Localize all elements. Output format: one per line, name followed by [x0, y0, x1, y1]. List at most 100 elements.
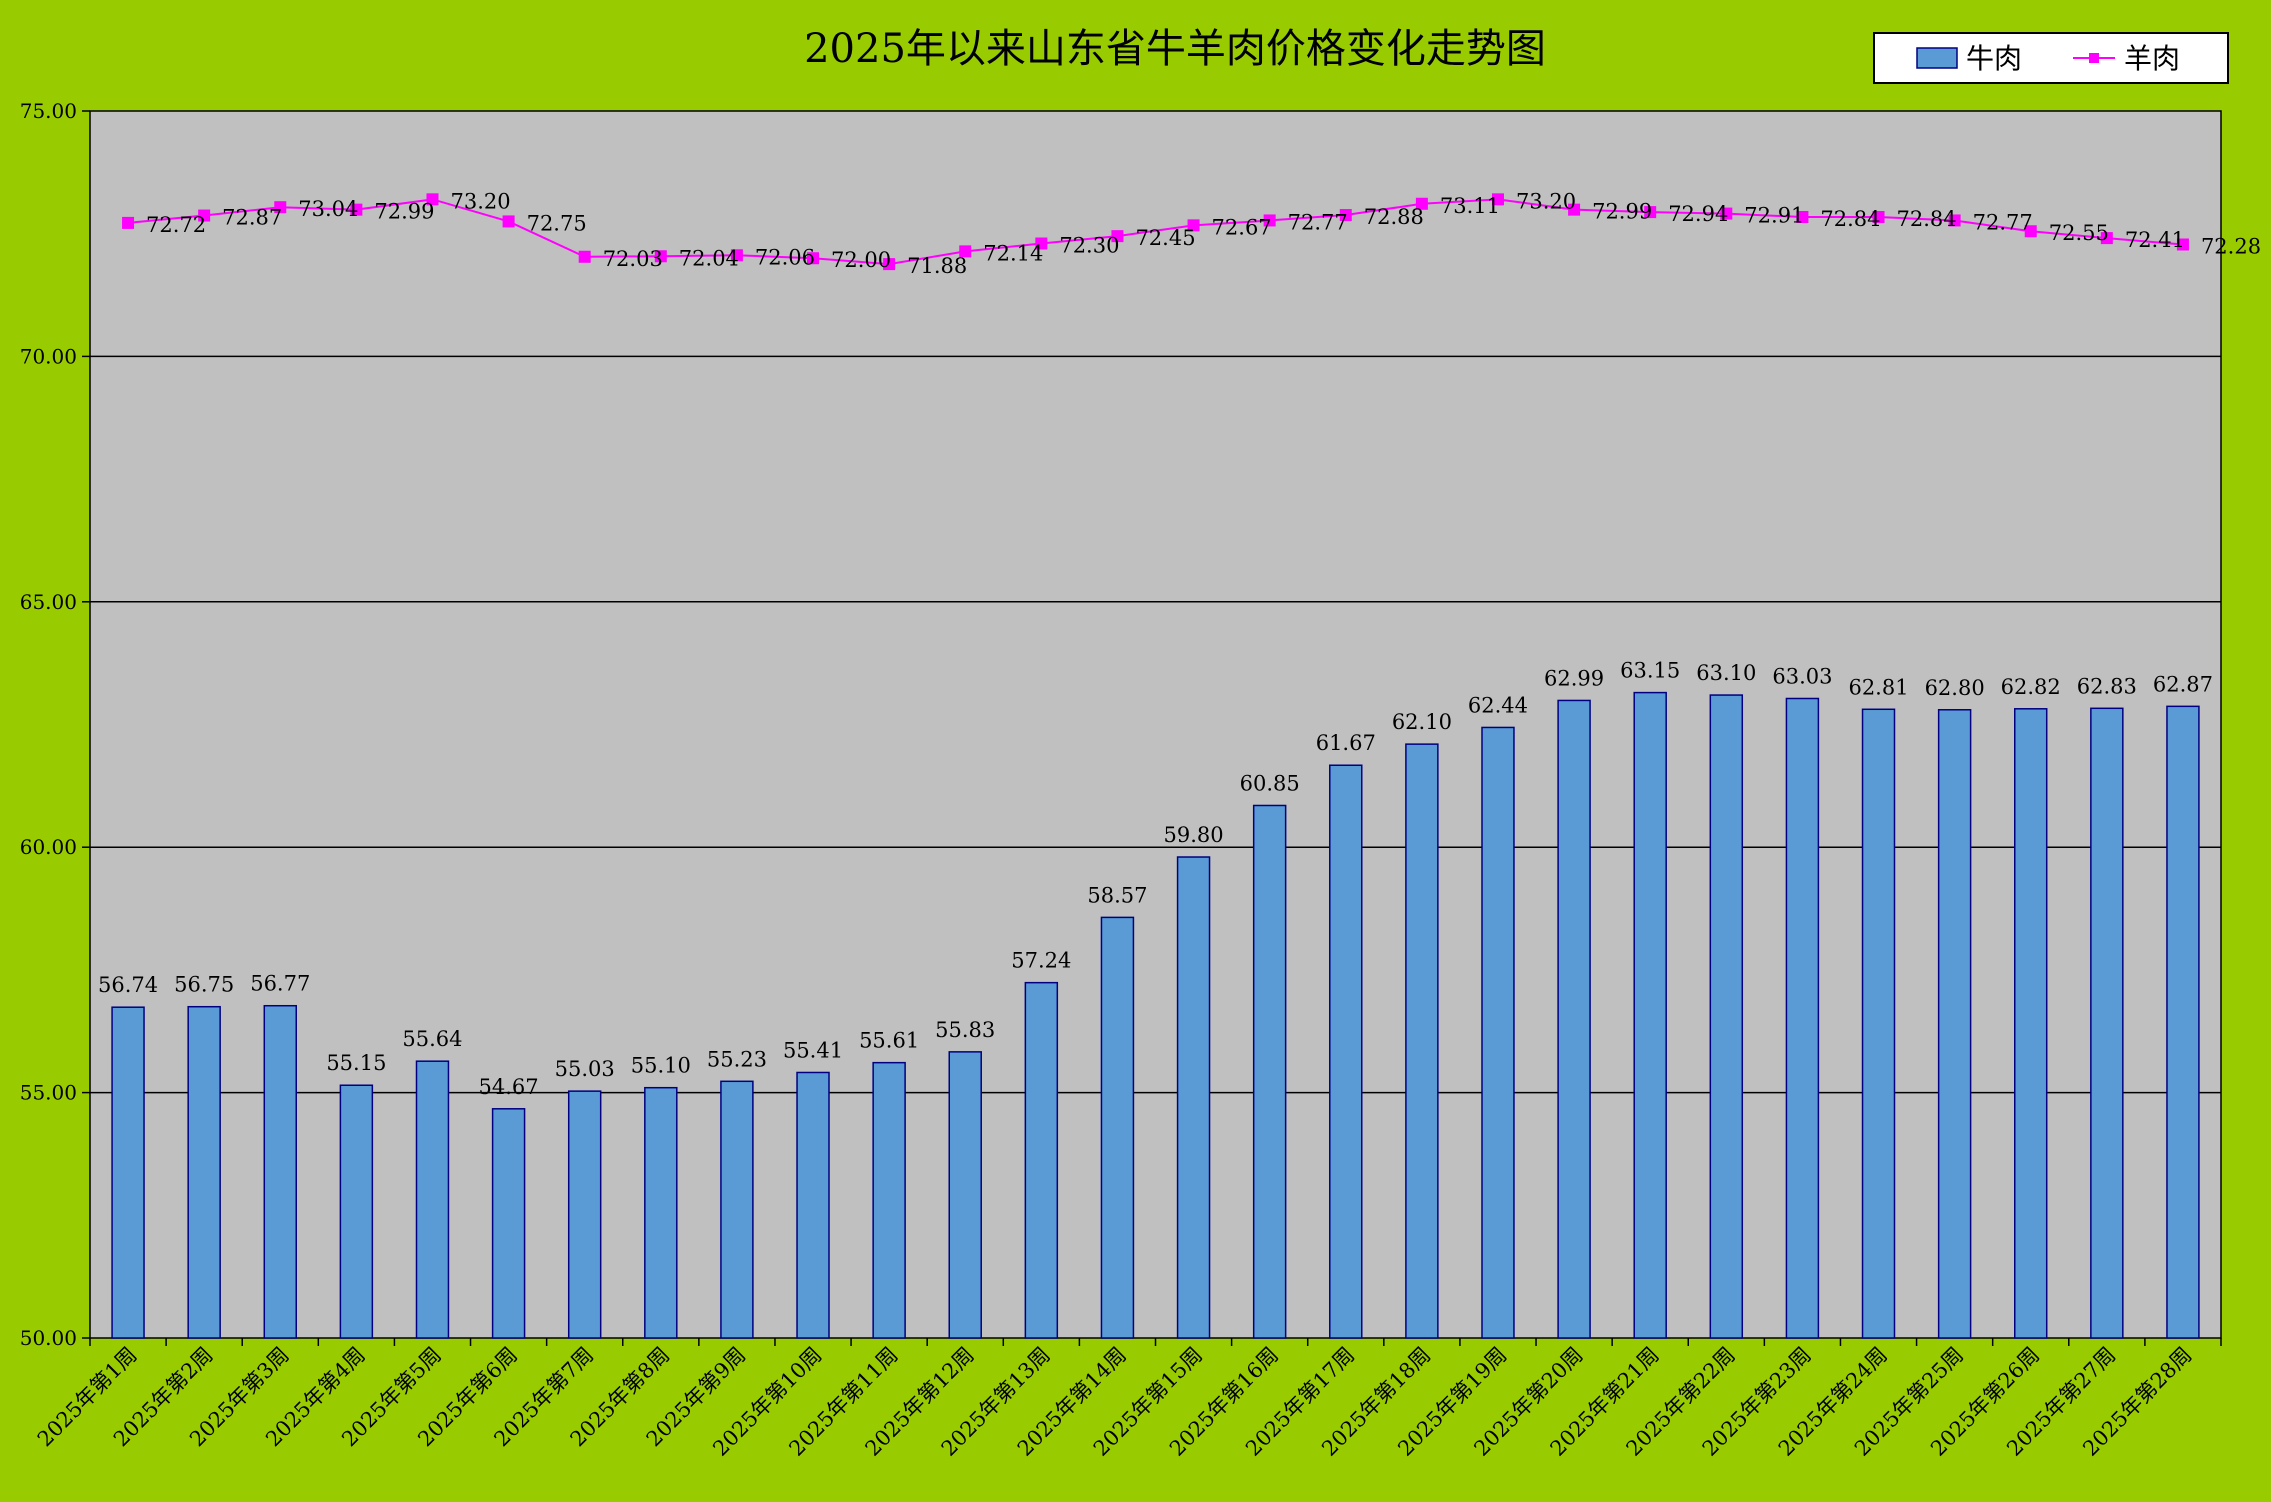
data-label-mutton: 72.04: [679, 246, 739, 270]
point-mutton: [502, 215, 515, 228]
data-label-mutton: 72.88: [1364, 205, 1424, 229]
data-label-beef: 62.87: [2153, 672, 2213, 696]
data-label-beef: 55.15: [326, 1051, 386, 1075]
point-mutton: [2024, 225, 2037, 238]
point-mutton: [807, 252, 820, 265]
point-mutton: [1568, 203, 1581, 216]
data-label-mutton: 72.41: [2125, 228, 2185, 252]
data-label-mutton: 72.67: [1212, 215, 1272, 239]
point-mutton: [274, 201, 287, 214]
bar-beef: [1176, 856, 1211, 1339]
x-axis-categories: 2025年第1周2025年第2周2025年第3周2025年第4周2025年第5周…: [33, 1343, 2197, 1461]
line-mutton: [127, 198, 2184, 266]
bar-beef: [1100, 916, 1135, 1339]
bar-beef: [644, 1086, 678, 1339]
legend-label-beef: 牛肉: [1966, 42, 2022, 75]
bar-beef: [796, 1071, 830, 1339]
data-label-beef: 54.67: [479, 1075, 539, 1099]
bar-beef: [2166, 705, 2200, 1339]
bar-beef: [1024, 981, 1059, 1339]
legend-marker-mutton: [2089, 53, 2099, 63]
data-label-mutton: 72.55: [2049, 221, 2109, 245]
bar-series-beef: [111, 691, 2200, 1339]
data-label-beef: 62.81: [1848, 675, 1908, 699]
chart-title: 2025年以来山东省牛羊肉价格变化走势图: [804, 26, 1546, 72]
data-label-beef: 62.10: [1392, 710, 1452, 734]
data-label-beef: 58.57: [1087, 883, 1147, 907]
data-label-mutton: 72.99: [374, 200, 434, 224]
data-label-beef: 55.64: [402, 1027, 462, 1051]
legend-label-mutton: 羊肉: [2124, 42, 2180, 75]
data-label-beef: 55.23: [707, 1047, 767, 1071]
y-tick-label: 70.00: [20, 344, 77, 368]
data-label-mutton: 73.11: [1440, 194, 1500, 218]
y-tick-label: 60.00: [20, 835, 77, 859]
data-label-beef: 56.77: [250, 972, 310, 996]
y-tick-label: 55.00: [20, 1081, 77, 1105]
point-mutton: [1720, 207, 1733, 220]
bar-beef: [948, 1051, 982, 1339]
bar-beef: [872, 1061, 906, 1339]
bar-beef: [2090, 707, 2124, 1339]
data-label-beef: 62.99: [1544, 666, 1604, 690]
data-label-beef: 63.03: [1772, 664, 1832, 688]
bar-beef: [1861, 708, 1896, 1339]
bar-beef: [1557, 699, 1591, 1339]
data-label-mutton: 72.06: [755, 245, 815, 269]
point-mutton: [122, 216, 135, 229]
point-mutton: [2100, 232, 2113, 245]
data-label-beef: 60.85: [1240, 771, 1300, 795]
data-label-beef: 62.80: [1925, 676, 1985, 700]
data-label-mutton: 73.04: [298, 197, 358, 221]
bar-beef: [111, 1006, 145, 1339]
bar-beef: [1633, 691, 1667, 1339]
bar-beef: [1785, 697, 1820, 1339]
point-mutton: [1796, 211, 1809, 224]
point-mutton: [578, 250, 591, 263]
data-label-mutton: 73.20: [1516, 189, 1576, 213]
bar-beef: [1329, 764, 1363, 1339]
point-mutton: [1111, 230, 1124, 243]
point-mutton: [1491, 193, 1504, 206]
bar-beef: [720, 1080, 754, 1339]
y-tick-label: 75.00: [20, 99, 77, 123]
line-series-mutton: [122, 193, 2189, 271]
y-axis-ticks: 50.00 55.00 60.00 65.00 70.00 75.00: [20, 99, 77, 1350]
point-mutton: [1187, 219, 1200, 232]
point-mutton: [426, 193, 439, 206]
data-label-mutton: 72.75: [527, 211, 587, 235]
data-label-mutton: 72.30: [1059, 234, 1119, 258]
bar-beef: [1252, 804, 1287, 1339]
point-mutton: [1035, 237, 1048, 250]
data-label-beef: 59.80: [1163, 823, 1223, 847]
bar-beef: [567, 1090, 602, 1339]
point-mutton: [1339, 209, 1352, 222]
y-tick-label: 65.00: [20, 590, 77, 614]
data-label-beef: 55.61: [859, 1029, 919, 1053]
point-mutton: [730, 249, 743, 262]
point-mutton: [1948, 214, 1961, 227]
point-mutton: [2176, 238, 2189, 251]
bar-beef: [187, 1005, 221, 1339]
data-label-mutton: 72.45: [1135, 226, 1195, 250]
data-label-mutton: 72.99: [1592, 200, 1652, 224]
data-label-beef: 55.03: [555, 1057, 615, 1081]
data-label-mutton: 72.03: [603, 247, 663, 271]
point-mutton: [1263, 214, 1276, 227]
data-label-mutton: 72.28: [2201, 234, 2261, 258]
point-mutton: [1415, 197, 1428, 210]
legend: 牛肉 羊肉: [1873, 32, 2229, 84]
data-labels: 56.74 56.75 56.77 55.15 55.64 54.67 55.03 55.10…: [98, 189, 2261, 1098]
bar-beef: [339, 1084, 374, 1339]
data-label-mutton: 72.91: [1744, 204, 1804, 228]
y-tick-label: 50.00: [20, 1326, 77, 1350]
data-label-mutton: 72.84: [1820, 207, 1880, 231]
bar-beef: [1405, 743, 1439, 1339]
point-mutton: [654, 250, 667, 263]
data-label-beef: 56.74: [98, 973, 158, 997]
data-label-mutton: 71.88: [907, 254, 967, 278]
data-label-mutton: 72.77: [1288, 210, 1348, 234]
data-label-beef: 57.24: [1011, 949, 1071, 973]
